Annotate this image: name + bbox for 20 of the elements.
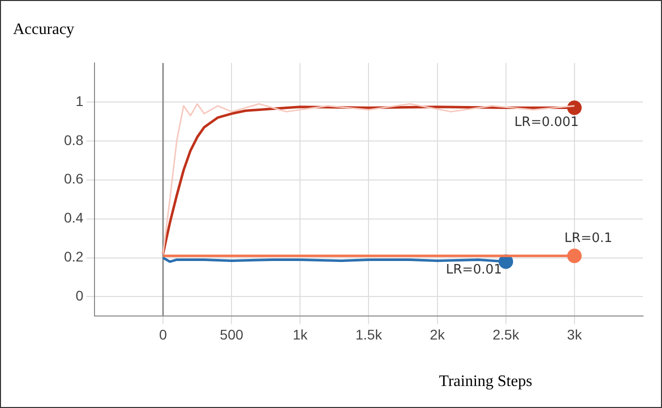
y-tick-label: 0.8 bbox=[64, 132, 84, 148]
y-tick-label: 0.2 bbox=[64, 248, 84, 265]
point bbox=[567, 100, 582, 116]
x-tick-label: 0 bbox=[159, 326, 168, 342]
y-tick-label: 1 bbox=[76, 92, 84, 109]
chart-title: Accuracy bbox=[13, 21, 74, 39]
point bbox=[567, 248, 582, 264]
y-tick-label: 0.6 bbox=[64, 170, 84, 187]
y-tick-label: 0.4 bbox=[64, 210, 84, 226]
x-tick-label: 2k bbox=[430, 326, 446, 342]
series-label: LR=0.01 bbox=[446, 262, 502, 278]
series-label: LR=0.001 bbox=[514, 114, 579, 130]
series-label: LR=0.1 bbox=[564, 230, 612, 246]
x-axis-title: Training Steps bbox=[439, 373, 532, 391]
x-tick-label: 3k bbox=[567, 326, 583, 342]
x-tick-label: 1k bbox=[292, 326, 309, 342]
x-tick-label: 2.5k bbox=[492, 326, 520, 342]
y-tick-label: 0 bbox=[76, 288, 84, 304]
x-tick-label: 500 bbox=[220, 326, 244, 342]
x-tick-label: 1.5k bbox=[355, 326, 383, 342]
